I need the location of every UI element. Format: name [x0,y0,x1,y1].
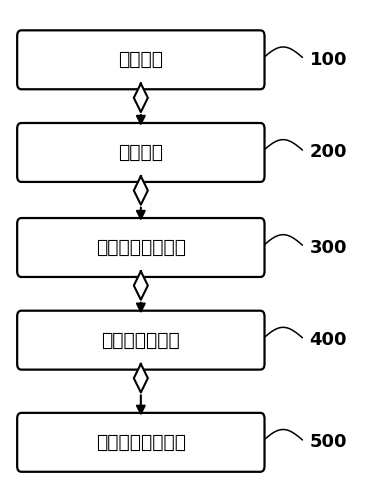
Polygon shape [134,271,148,300]
FancyBboxPatch shape [17,311,265,370]
FancyBboxPatch shape [17,123,265,182]
FancyBboxPatch shape [17,30,265,89]
Text: 碰撞点托换施工: 碰撞点托换施工 [101,331,180,349]
Polygon shape [134,84,148,112]
Polygon shape [134,364,148,393]
Text: 综合法内支撑拆除: 综合法内支撑拆除 [96,433,186,452]
Text: 400: 400 [310,331,347,349]
Text: 100: 100 [310,51,347,69]
FancyBboxPatch shape [17,413,265,472]
Text: 300: 300 [310,239,347,256]
Polygon shape [134,176,148,205]
FancyBboxPatch shape [17,218,265,277]
Text: 500: 500 [310,433,347,451]
Text: 解耦设计: 解耦设计 [118,143,163,162]
Text: 工况分析: 工况分析 [118,50,163,69]
Text: 解耦加固措施施工: 解耦加固措施施工 [96,238,186,257]
Text: 200: 200 [310,144,347,161]
